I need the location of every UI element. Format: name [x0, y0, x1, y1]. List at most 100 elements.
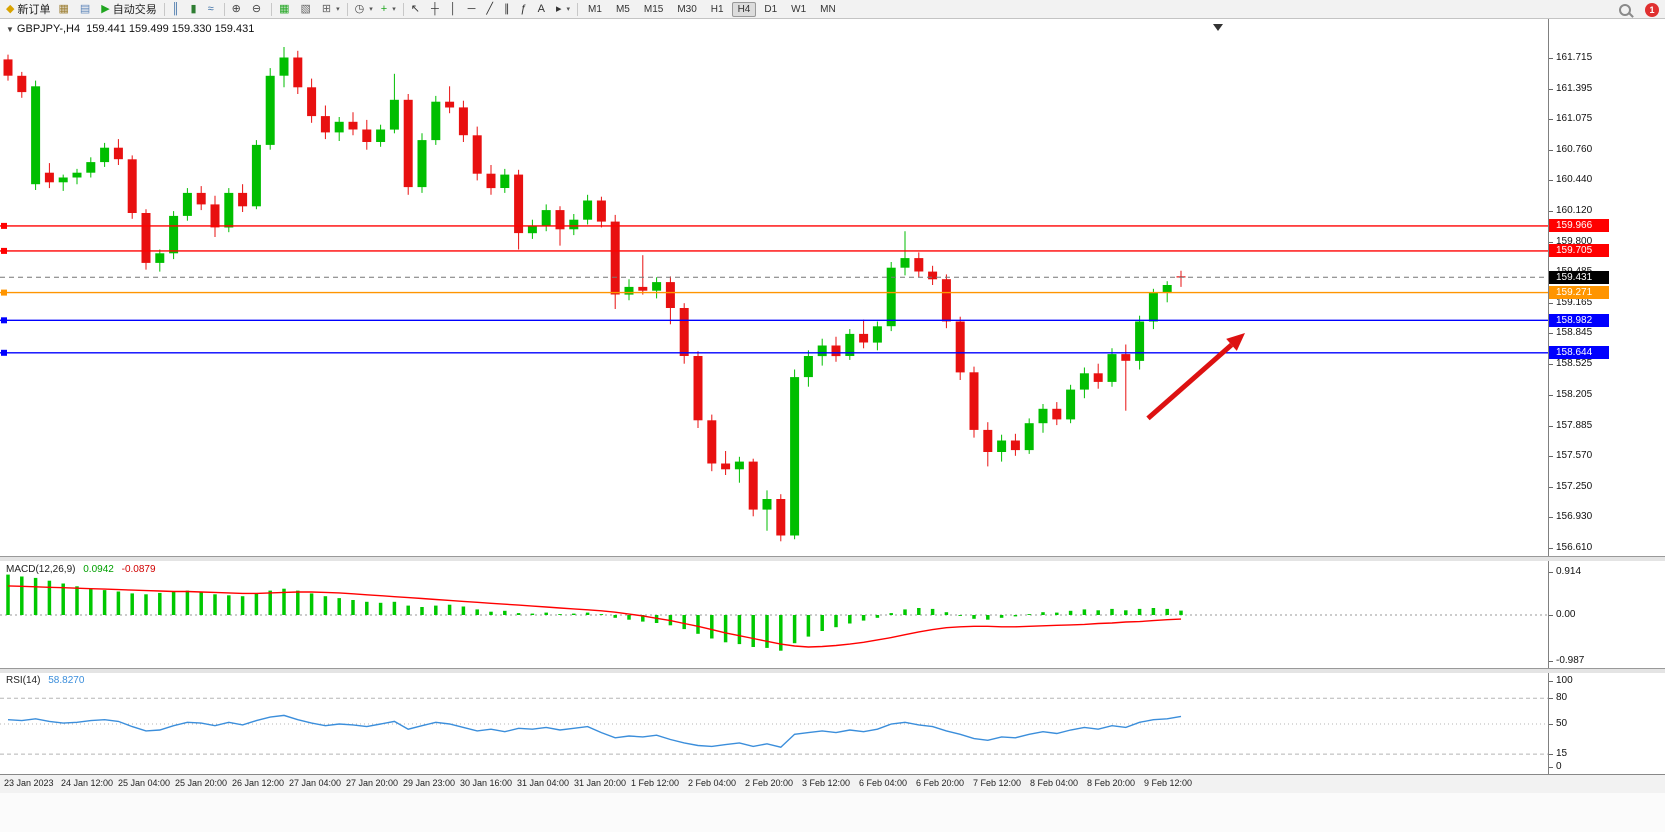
candle-body: [1121, 354, 1131, 361]
price-tick-label: 159.165: [1548, 297, 1593, 308]
panel-separator-rsi[interactable]: [0, 668, 1665, 674]
period-clock-icon[interactable]: ◷ ▾: [351, 1, 377, 18]
candle-body: [734, 461, 744, 470]
rsi-tick-label: 15: [1548, 748, 1568, 759]
timeframe-button-m5[interactable]: M5: [615, 3, 630, 15]
timeframe-button-h1[interactable]: H1: [710, 3, 724, 15]
time-axis-label: 1 Feb 12:00: [631, 778, 680, 788]
timeframe-button-h4[interactable]: H4: [731, 1, 757, 17]
cursor-icon: ↖: [410, 2, 420, 15]
candle-body: [348, 121, 358, 130]
zoom-out-icon: ⊖: [251, 2, 262, 15]
vertical-line-icon[interactable]: │: [446, 1, 464, 18]
timeframe-button-mn[interactable]: MN: [820, 3, 836, 15]
channel-icon: ∥: [504, 2, 510, 15]
rsi-panel-svg: [0, 697, 1548, 755]
candle-body: [3, 59, 13, 76]
cascade-windows-icon[interactable]: ▧: [297, 1, 318, 18]
market-watch-icon[interactable]: ▦: [54, 1, 75, 18]
time-axis-label: 29 Jan 23:00: [403, 778, 456, 788]
trend-arrow-head[interactable]: [1226, 333, 1245, 351]
hline-anchor-handle[interactable]: [1, 349, 7, 356]
dropdown-arrow-icon[interactable]: ▾: [336, 6, 340, 13]
hline-anchor-handle[interactable]: [1, 289, 7, 296]
candlestick-chart-icon[interactable]: ▮: [187, 1, 204, 18]
chart-symbol-label: GBPJPY-,H4: [16, 23, 81, 35]
candle-body: [748, 461, 758, 510]
price-tick-label: 157.885: [1548, 420, 1593, 431]
price-tick-label: 161.075: [1548, 113, 1593, 124]
chart-expander-icon[interactable]: ▼: [6, 25, 14, 34]
candle-body: [307, 87, 317, 117]
time-axis-label: 9 Feb 12:00: [1144, 778, 1193, 788]
autotrading-button[interactable]: ▶ 自动交易: [97, 1, 160, 18]
new-order-button[interactable]: ◆ 新订单: [2, 1, 54, 18]
price-tick-label: 157.570: [1548, 450, 1593, 461]
dropdown-arrow-icon[interactable]: ▾: [566, 6, 571, 13]
candle-body: [624, 286, 634, 295]
timeframe-button-d1[interactable]: D1: [764, 3, 778, 15]
candle-body: [141, 213, 151, 263]
main-chart-svg[interactable]: [0, 19, 1548, 556]
time-axis-label: 25 Jan 20:00: [175, 778, 228, 788]
channel-icon[interactable]: ∥: [500, 1, 517, 18]
candle-body: [376, 129, 386, 142]
candle-body: [886, 267, 896, 327]
price-tick-label: 160.120: [1548, 205, 1593, 216]
panel-separator-macd[interactable]: [0, 556, 1665, 562]
arrows-icon[interactable]: ▸ ▾: [552, 1, 574, 18]
arrows-icon: ▸: [556, 2, 562, 15]
time-axis[interactable]: 23 Jan 2023 24 Jan 12:00 25 Jan 04:00 25 Ja…: [0, 774, 1665, 794]
cursor-icon[interactable]: ↖: [407, 1, 427, 18]
text-icon[interactable]: A: [534, 1, 552, 18]
candle-body: [652, 282, 662, 291]
timeframe-button-m15[interactable]: M15: [643, 3, 664, 15]
rsi-axis[interactable]: 100 80 50 15 0: [1548, 673, 1665, 774]
macd-axis[interactable]: 0.914 0.00 -0.987: [1548, 561, 1665, 668]
candle-body: [859, 333, 869, 343]
timeframe-button-m1[interactable]: M1: [588, 3, 602, 15]
horizontal-line-icon[interactable]: ─: [464, 1, 483, 18]
hline-anchor-handle[interactable]: [1, 222, 7, 229]
notification-badge[interactable]: 1: [1645, 2, 1659, 17]
crosshair-icon: ┼: [430, 2, 439, 15]
dropdown-arrow-icon[interactable]: ▾: [392, 6, 396, 13]
zoom-out-icon[interactable]: ⊖: [248, 1, 268, 18]
new-order-button: ◆: [6, 2, 15, 15]
timeframe-button-m30[interactable]: M30: [677, 3, 697, 15]
fibonacci-icon[interactable]: ƒ: [517, 1, 534, 18]
bar-chart-icon[interactable]: ║: [168, 1, 187, 18]
chart-shift-marker-icon[interactable]: [1213, 24, 1223, 31]
price-tick-label: 158.845: [1548, 327, 1593, 338]
time-axis-label: 6 Feb 04:00: [859, 778, 908, 788]
candle-body: [872, 326, 882, 343]
navigator-icon[interactable]: ▤: [76, 1, 97, 18]
trend-arrow-shaft[interactable]: [1146, 343, 1234, 421]
candle-body: [721, 463, 731, 470]
market-watch-icon: ▦: [58, 2, 69, 15]
price-tick-label: 156.930: [1548, 511, 1593, 522]
rsi-tick-label: 80: [1548, 692, 1568, 703]
indicators-icon[interactable]: + ▾: [377, 1, 400, 18]
hline-anchor-handle[interactable]: [1, 317, 7, 324]
time-axis-label: 8 Feb 20:00: [1087, 778, 1136, 788]
hline-anchor-handle[interactable]: [1, 247, 7, 254]
line-chart-icon[interactable]: ≈: [204, 1, 221, 18]
rsi-tick-label: 100: [1549, 675, 1573, 686]
rsi-tick-label: 0: [1549, 761, 1562, 772]
tile-windows-icon: ▦: [279, 2, 290, 15]
rsi-label: RSI(14) 58.8270: [6, 675, 84, 686]
tile-windows-icon[interactable]: ▦: [275, 1, 296, 18]
search-icon[interactable]: [1619, 3, 1631, 16]
crosshair-icon[interactable]: ┼: [427, 1, 446, 18]
candlestick-chart-icon: ▮: [190, 2, 197, 15]
timeframe-button-w1[interactable]: W1: [791, 3, 807, 15]
price-tick-label: 160.760: [1548, 144, 1593, 155]
new-chart-icon[interactable]: ⊞ ▾: [318, 1, 344, 18]
new-order-button-label: 新订单: [17, 4, 51, 16]
dropdown-arrow-icon[interactable]: ▾: [369, 6, 373, 13]
bottom-strip: [0, 793, 1665, 832]
zoom-in-icon[interactable]: ⊕: [228, 1, 248, 18]
trendline-icon[interactable]: ╱: [482, 1, 500, 18]
time-axis-label: 8 Feb 04:00: [1030, 778, 1079, 788]
